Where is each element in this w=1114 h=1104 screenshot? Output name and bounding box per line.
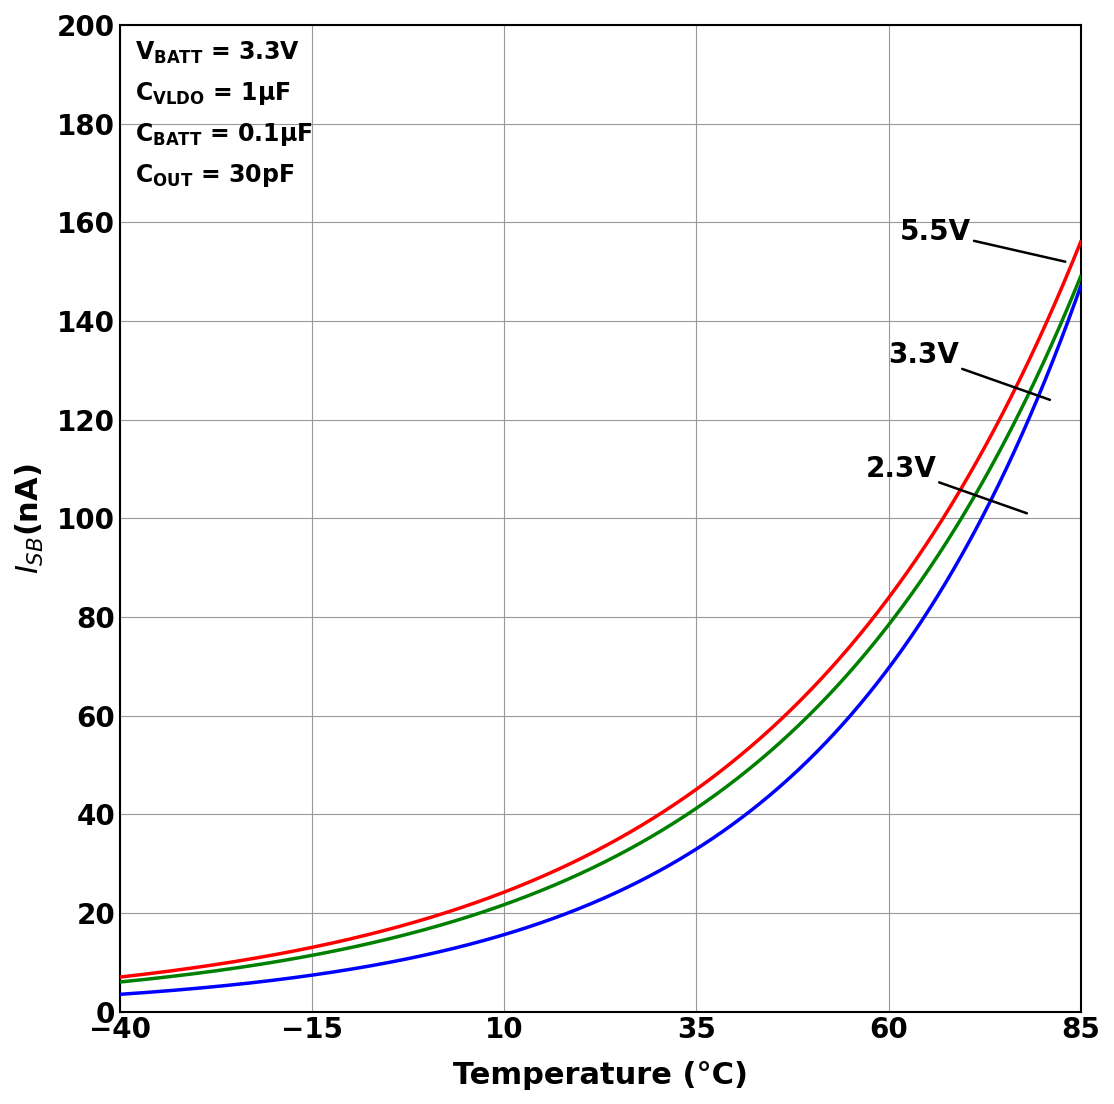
X-axis label: Temperature (°C): Temperature (°C): [453, 1061, 747, 1090]
Text: 2.3V: 2.3V: [866, 455, 1027, 513]
Text: 5.5V: 5.5V: [900, 219, 1065, 262]
Y-axis label: $I_{SB}$(nA): $I_{SB}$(nA): [13, 463, 46, 574]
Text: 3.3V: 3.3V: [889, 341, 1049, 400]
Text: $\mathregular{V_{BATT}}$ = 3.3V
$\mathregular{C_{VLDO}}$ = 1μF
$\mathregular{C_{: $\mathregular{V_{BATT}}$ = 3.3V $\mathre…: [136, 40, 313, 189]
